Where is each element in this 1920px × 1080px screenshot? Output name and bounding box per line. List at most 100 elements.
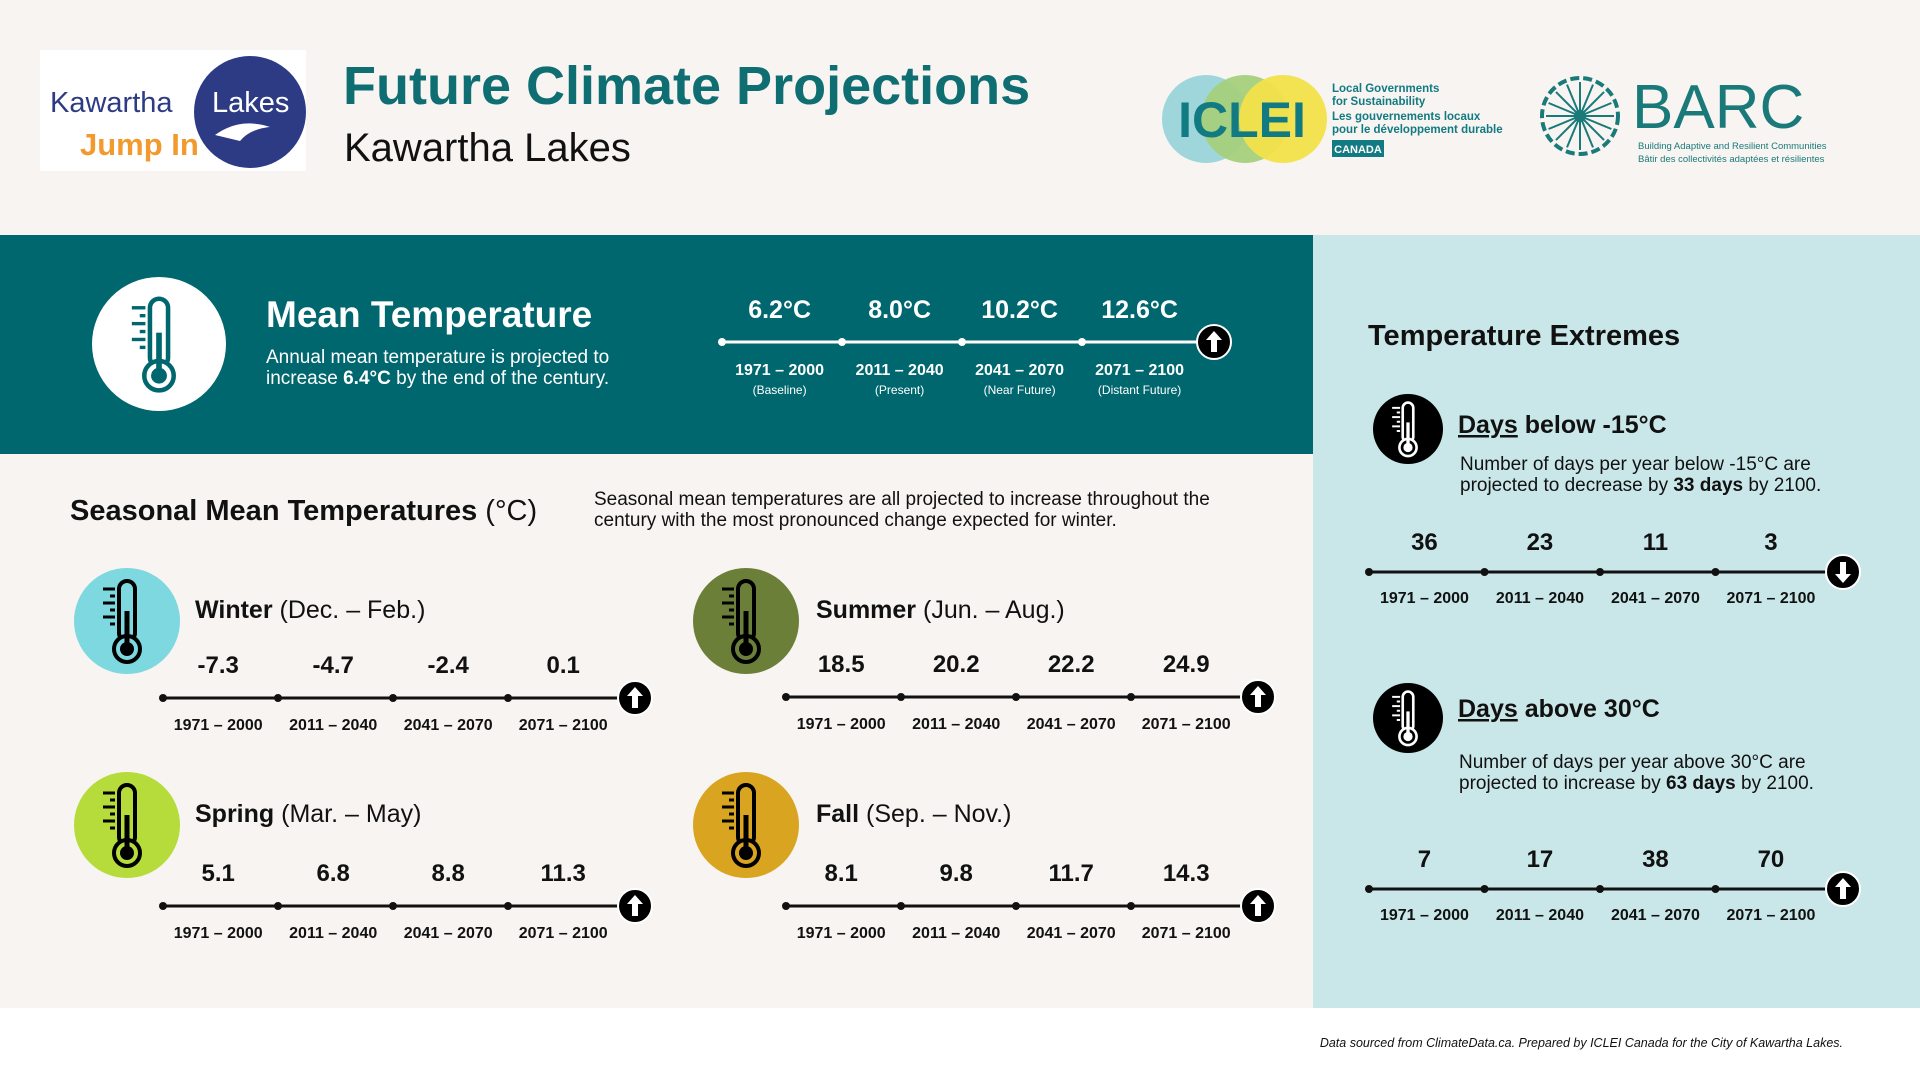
timeline-dot [897,693,905,701]
timeline-value: 7 [1418,846,1431,873]
timeline-period: 2011 – 2040 [912,925,1000,942]
thermo-level [743,611,749,649]
timeline-value: 9.8 [940,860,973,887]
thermometer-icon [74,772,180,878]
season-name: Winter [195,596,273,624]
text: by 2100. [1743,475,1822,496]
text: Annual mean temperature is projected to … [266,347,610,389]
timeline-value: -7.3 [198,652,239,679]
timeline-dot [718,338,726,346]
logo-word: Kawartha [50,87,173,119]
timeline-period: 2071 – 2100 [1726,590,1815,607]
thermo-level [124,611,130,649]
highlight: 63 days [1666,773,1736,794]
text: by the end of the century. [390,368,610,389]
season-name: Spring [195,800,274,828]
text: Number of days per year above 30°C are p… [1459,752,1806,794]
arrow-glyph [1835,562,1851,583]
wheel-spoke [1579,84,1594,117]
wheel-spoke [1579,115,1594,148]
timeline-value: 11 [1643,529,1668,556]
extreme-title-key: Days [1458,695,1518,723]
timeline-value: 3 [1764,529,1777,556]
extreme-description: Number of days per year below -15°C are … [1460,454,1860,496]
timeline-dot [1596,568,1604,576]
logo-word: Lakes [212,87,289,119]
timeline-period: 1971 – 2000 [174,925,263,942]
arrow-glyph [1250,895,1266,916]
extremes-title: Temperature Extremes [1368,320,1680,352]
wheel-spoke [1555,91,1581,117]
trend-arrow [1196,324,1232,360]
iclei-circle [1239,75,1327,163]
extreme-title-rest: above 30°C [1518,695,1660,723]
season-months: (Mar. – May) [281,800,421,828]
seasonal-title-text: Seasonal Mean Temperatures [70,495,477,527]
timeline-dot [274,902,282,910]
wheel-spoke [1548,102,1581,117]
timeline-value: -4.7 [313,652,354,679]
wheel-spoke [1566,115,1581,148]
timeline-note: (Present) [875,383,924,397]
thermometer-icon [1373,394,1443,464]
timeline-period: 1971 – 2000 [797,716,886,733]
extreme-description: Number of days per year above 30°C are p… [1459,752,1859,794]
highlight: 6.4°C [343,368,391,389]
arrow-glyph [627,687,643,708]
timeline-value: 12.6°C [1101,296,1178,324]
wheel-spoke [1579,115,1605,141]
timeline-period: 2011 – 2040 [289,717,377,734]
highlight: 33 days [1673,475,1744,496]
thermo-level [1406,711,1410,737]
timeline-value: 23 [1527,529,1554,556]
timeline-value: 10.2°C [981,296,1058,324]
barc-wheel [1540,76,1620,156]
timeline-period: 1971 – 2000 [1380,907,1469,924]
timeline-value: 11.7 [1049,860,1094,887]
seasonal-bg [0,454,1313,1008]
thermo-level [156,332,162,376]
season-title: Summer (Jun. – Aug.) [816,596,1065,624]
timeline-dot [1365,885,1373,893]
timeline-dot [389,694,397,702]
text: Number of days per year below -15°C are … [1460,454,1811,496]
timeline-dot [1012,902,1020,910]
arrow-glyph [1250,686,1266,707]
timeline-value: 8.1 [825,860,858,887]
timeline-period: 2041 – 2070 [404,717,493,734]
trend-arrow [1240,888,1276,924]
thermometer-icon [99,284,219,404]
timeline-dot [389,902,397,910]
header-bg [0,0,1920,235]
iclei-country: CANADA [1334,144,1382,156]
wheel-spoke [1579,91,1605,117]
wheel-spoke [1566,84,1581,117]
timeline-note: (Near Future) [984,383,1056,397]
timeline-period: 1971 – 2000 [1380,590,1469,607]
timeline-period: 2011 – 2040 [1496,907,1584,924]
logo-tagline: Jump In [80,127,199,162]
timeline-period: 2071 – 2100 [1142,925,1231,942]
season-months: (Jun. – Aug.) [923,596,1065,624]
wheel-spoke [1579,115,1612,130]
timeline-period: 1971 – 2000 [735,362,824,379]
timeline-period: 2041 – 2070 [975,362,1064,379]
trend-arrow [1240,679,1276,715]
season-title: Fall (Sep. – Nov.) [816,800,1011,828]
timeline-value: 70 [1758,846,1785,873]
timeline-dot [1365,568,1373,576]
timeline-value: 11.3 [541,860,586,887]
timeline-period: 2041 – 2070 [404,925,493,942]
timeline-note: (Baseline) [753,383,807,397]
timeline-value: 38 [1642,846,1669,873]
timeline-dot [1127,693,1135,701]
timeline-period: 2011 – 2040 [1496,590,1584,607]
thermometer-icon [1373,683,1443,753]
timeline-dot [1711,568,1720,576]
arrow-glyph [627,895,643,916]
wheel-spoke [1555,115,1581,141]
wheel-rim [1540,76,1620,156]
season-months: (Dec. – Feb.) [280,596,426,624]
subtitle: Kawartha Lakes [344,126,631,170]
